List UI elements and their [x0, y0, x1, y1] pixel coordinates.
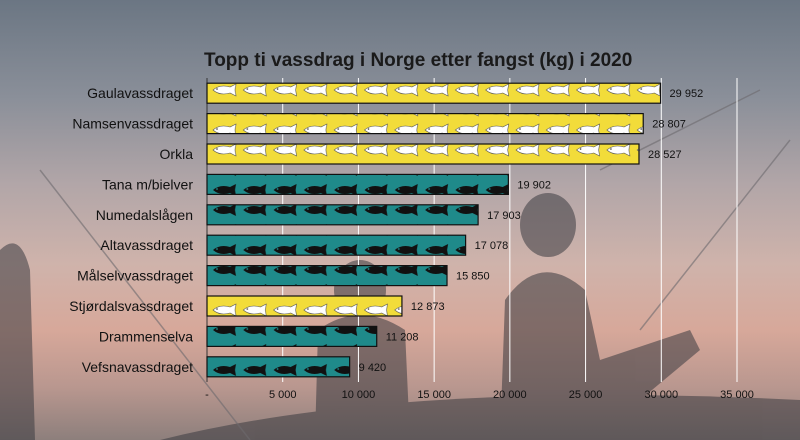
tick-label: 15 000: [417, 389, 451, 401]
category-label: Namsenvassdraget: [72, 116, 193, 132]
category-label: Orkla: [160, 146, 194, 162]
tick-label: 5 000: [269, 389, 297, 401]
tick-label: 10 000: [342, 389, 376, 401]
bars: [206, 82, 662, 378]
category-label: Altavassdraget: [100, 237, 193, 253]
data-label: 19 902: [517, 179, 551, 191]
bar: [206, 173, 509, 195]
bar: [206, 234, 467, 256]
category-label: Numedalslågen: [96, 207, 193, 223]
data-label: 11 208: [386, 331, 419, 343]
data-label: 12 873: [411, 301, 445, 313]
data-label: 15 850: [456, 271, 490, 283]
bar: [206, 82, 662, 104]
bar: [206, 356, 351, 378]
data-label: 28 807: [652, 119, 686, 131]
data-label: 17 078: [475, 240, 509, 252]
tick-label: 30 000: [644, 389, 678, 401]
bar: [206, 143, 640, 165]
bar: [206, 295, 403, 317]
category-label: Vefsnavassdraget: [82, 359, 193, 375]
tick-label: 25 000: [569, 389, 603, 401]
bar: [206, 204, 479, 226]
category-label: Stjørdalsvassdraget: [69, 298, 193, 314]
tick-label: 20 000: [493, 389, 527, 401]
category-label: Gaulavassdraget: [87, 85, 193, 101]
bar: [206, 265, 448, 287]
category-label: Drammenselva: [99, 328, 193, 344]
data-labels: 29 952 28 807 28 527 19 902 17 903 17 078 15 8…: [359, 88, 704, 374]
data-label: 17 903: [487, 210, 521, 222]
chart-title: Topp ti vassdrag i Norge etter fangst (k…: [204, 50, 632, 71]
tick-label: 35 000: [720, 389, 754, 401]
category-label: Målselvvassdraget: [77, 268, 193, 284]
data-label: 28 527: [648, 149, 682, 161]
tick-label: -: [205, 389, 209, 401]
category-labels: Gaulavassdraget Namsenvassdraget Orkla Tana…: [69, 85, 193, 375]
data-label: 9 420: [359, 362, 387, 374]
bar: [206, 112, 644, 135]
category-label: Tana m/bielver: [102, 176, 193, 192]
data-label: 29 952: [670, 88, 704, 100]
bar: [206, 325, 378, 347]
x-axis-ticks: - 5 000 10 000 15 000 20 000 25 000 30 000 35 0…: [205, 389, 754, 401]
